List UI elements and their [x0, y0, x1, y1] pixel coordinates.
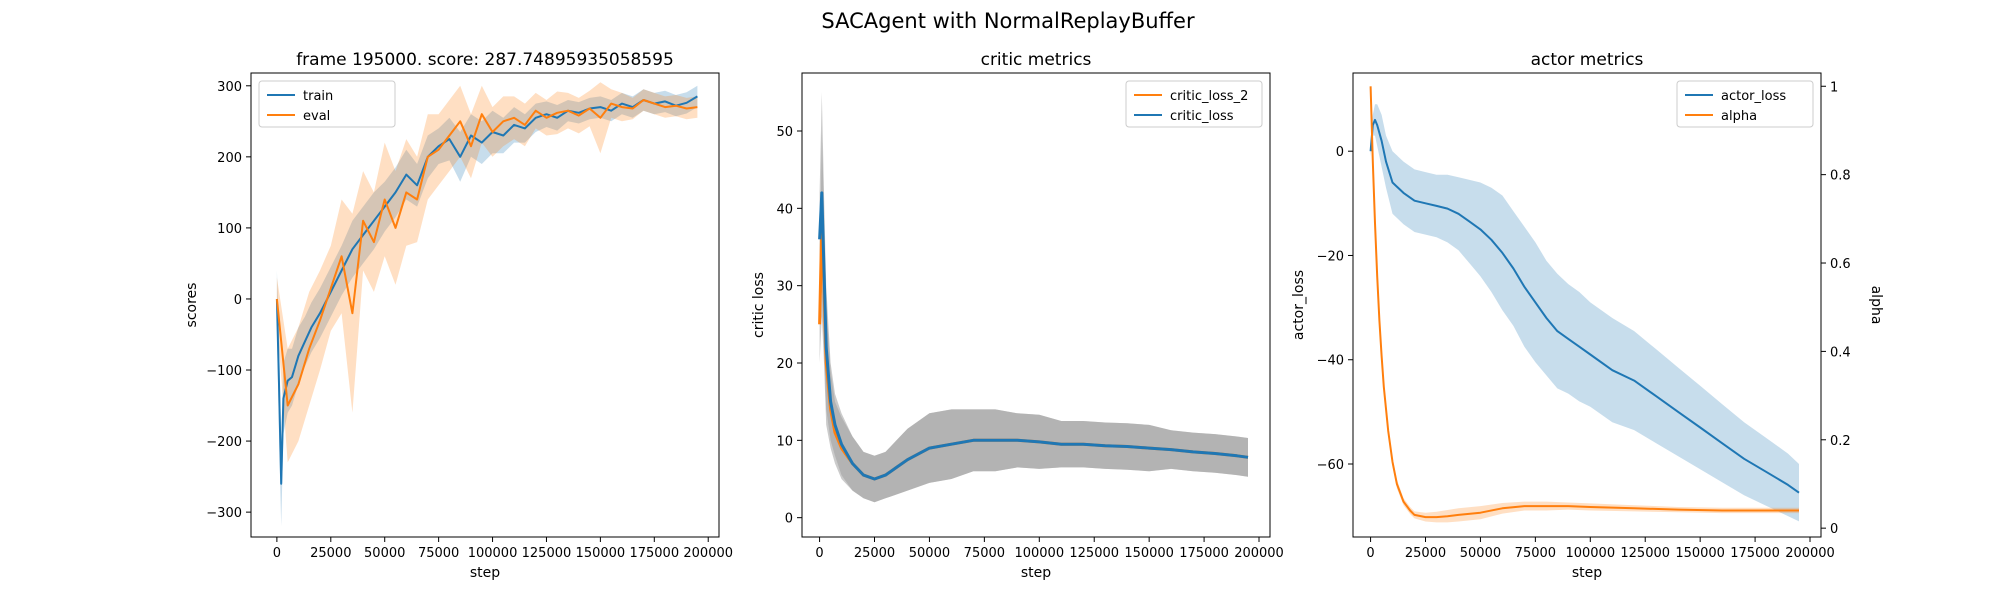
- series-line-eval: [275, 99, 698, 407]
- chart-title: actor metrics: [1531, 50, 1644, 70]
- y-tick-label: −100: [206, 364, 242, 379]
- y-right-tick-label: 0.6: [1830, 257, 1851, 272]
- x-tick-label: 200000: [683, 546, 733, 561]
- y-tick-label: 100: [217, 222, 242, 237]
- x-tick-label: 175000: [629, 546, 679, 561]
- x-tick-label: 125000: [522, 546, 572, 561]
- x-tick-label: 150000: [1675, 546, 1725, 561]
- x-axis-label: step: [1021, 565, 1051, 581]
- axes-frame: [250, 72, 720, 538]
- y-tick-label: 20: [776, 357, 793, 372]
- y-right-tick-label: 0.4: [1830, 345, 1851, 360]
- y-tick-label: −200: [206, 435, 242, 450]
- x-tick-label: 75000: [964, 546, 1005, 561]
- x-tick-label: 175000: [1179, 546, 1229, 561]
- axes-frame: [801, 72, 1271, 538]
- chart-panel-1: 0 25000 50000 75000 100000 125000 150000 175000…: [184, 50, 733, 581]
- chart-panel-2: 0 25000 50000 75000 100000 125000 150000 175000…: [751, 50, 1284, 581]
- chart-title: critic metrics: [981, 50, 1092, 70]
- y-axis-label: scores: [184, 283, 200, 328]
- band-eval: [276, 82, 698, 463]
- y-right-tick-label: 0.8: [1830, 169, 1851, 184]
- x-tick-label: 150000: [576, 546, 626, 561]
- x-tick-label: 200000: [1234, 546, 1284, 561]
- legend-label-actor_loss: actor_loss: [1721, 89, 1786, 104]
- series-line-critic_loss: [818, 191, 1249, 481]
- y-tick-label: 40: [776, 202, 793, 217]
- legend: train eval: [258, 80, 396, 128]
- y-right-tick-label: 0.2: [1830, 434, 1851, 449]
- x-tick-label: 200000: [1785, 546, 1835, 561]
- legend-label-eval: eval: [303, 109, 330, 124]
- x-tick-label: 125000: [1620, 546, 1670, 561]
- band-train: [276, 85, 698, 527]
- axes-frame: [1352, 72, 1822, 538]
- y-right-axis-label: alpha: [1868, 286, 1884, 325]
- legend-label-train: train: [303, 89, 333, 104]
- series-line-alpha: [1369, 86, 1799, 519]
- x-tick-label: 0: [1366, 546, 1374, 561]
- x-tick-label: 25000: [310, 546, 351, 561]
- y-tick-label: 0: [1336, 145, 1344, 160]
- y-right-tick-label: 0: [1830, 522, 1838, 537]
- y-tick-label: 0: [785, 512, 793, 527]
- y-axis-label: critic loss: [751, 272, 767, 338]
- y-tick-label: 200: [217, 151, 242, 166]
- y-tick-label: 10: [776, 434, 793, 449]
- y-tick-label: 300: [217, 80, 242, 95]
- legend-label-critic_loss_2: critic_loss_2: [1170, 89, 1248, 104]
- x-tick-label: 50000: [364, 546, 405, 561]
- series-line-actor_loss: [1369, 118, 1800, 494]
- x-tick-label: 175000: [1730, 546, 1780, 561]
- y-tick-label: −300: [206, 506, 242, 521]
- legend-label-critic_loss: critic_loss: [1170, 109, 1234, 124]
- figure-title: SACAgent with NormalReplayBuffer: [821, 9, 1195, 33]
- x-tick-label: 0: [815, 546, 823, 561]
- x-tick-label: 25000: [1405, 546, 1446, 561]
- y-tick-label: 30: [776, 280, 793, 295]
- x-axis-label: step: [470, 565, 500, 581]
- y-right-tick-label: 1: [1830, 80, 1838, 95]
- x-tick-label: 75000: [1515, 546, 1556, 561]
- x-tick-label: 100000: [1014, 546, 1064, 561]
- x-tick-label: 75000: [418, 546, 459, 561]
- x-tick-label: 100000: [1565, 546, 1615, 561]
- y-tick-label: 50: [776, 125, 793, 140]
- charts-group: 0 25000 50000 75000 100000 125000 150000 175000…: [184, 50, 1884, 581]
- x-axis-label: step: [1572, 565, 1602, 581]
- x-tick-label: 25000: [854, 546, 895, 561]
- legend: critic_loss_2 critic_loss: [1125, 80, 1263, 128]
- x-tick-label: 50000: [909, 546, 950, 561]
- x-tick-label: 0: [273, 546, 281, 561]
- y-tick-label: −60: [1317, 458, 1344, 473]
- chart-title: frame 195000. score: 287.74895935058595: [296, 50, 674, 70]
- x-tick-label: 150000: [1124, 546, 1174, 561]
- y-tick-label: −20: [1317, 249, 1344, 264]
- legend-label-alpha: alpha: [1721, 109, 1757, 124]
- chart-panel-3: 0 25000 50000 75000 100000 125000 150000 175000…: [1291, 50, 1884, 581]
- band-actor_loss: [1370, 104, 1799, 522]
- x-tick-label: 50000: [1460, 546, 1501, 561]
- y-axis-label: actor_loss: [1291, 270, 1307, 340]
- band-critic_loss: [819, 92, 1248, 503]
- y-tick-label: −40: [1317, 354, 1344, 369]
- y-tick-label: 0: [234, 293, 242, 308]
- x-tick-label: 100000: [468, 546, 518, 561]
- x-tick-label: 125000: [1069, 546, 1119, 561]
